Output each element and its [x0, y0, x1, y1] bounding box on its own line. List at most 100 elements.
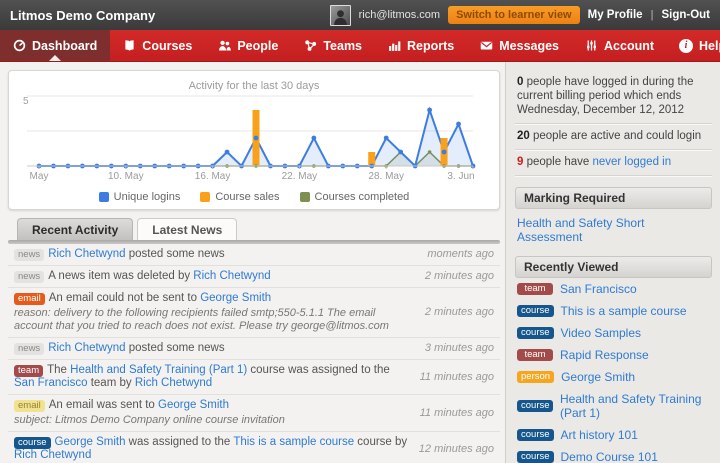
- nav-item-label: Messages: [499, 38, 560, 53]
- recently-viewed-link[interactable]: Demo Course 101: [560, 450, 658, 463]
- activity-timestamp: 3 minutes ago: [424, 342, 494, 354]
- news-badge: news: [14, 271, 45, 283]
- course-badge: course: [14, 437, 51, 449]
- activity-timestamp: 11 minutes ago: [419, 406, 494, 419]
- activity-link[interactable]: Rich Chetwynd: [193, 270, 271, 282]
- activity-link[interactable]: San Francisco: [14, 377, 88, 389]
- nav-item-help[interactable]: i Help: [667, 30, 720, 61]
- activity-text: course George Smith was assigned to the T…: [14, 436, 408, 461]
- recently-viewed-link[interactable]: San Francisco: [560, 282, 637, 296]
- company-title: Litmos Demo Company: [10, 7, 156, 23]
- activity-link[interactable]: George Smith: [54, 436, 126, 448]
- nav-item-reports[interactable]: Reports: [375, 30, 467, 61]
- legend-label: Courses completed: [314, 191, 410, 203]
- svg-text:5: 5: [23, 96, 29, 107]
- nav-item-messages[interactable]: Messages: [467, 30, 572, 61]
- top-bar: Litmos Demo Company rich@litmos.com Swit…: [0, 0, 720, 30]
- sidebar-stat: 20 people are active and could login: [515, 124, 712, 150]
- team-links-icon: [304, 39, 317, 52]
- tab-latest-news[interactable]: Latest News: [137, 218, 238, 240]
- sliders-icon: [585, 39, 598, 52]
- activity-row: email An email could not be sent to Georg…: [8, 288, 500, 338]
- recently-viewed-header: Recently Viewed: [515, 256, 712, 278]
- legend-label: Course sales: [215, 191, 280, 203]
- sign-out-link[interactable]: Sign-Out: [661, 9, 710, 21]
- activity-link[interactable]: Rich Chetwynd: [48, 342, 126, 354]
- nav-item-people[interactable]: People: [205, 30, 291, 61]
- team-badge: team: [517, 283, 553, 295]
- tab-recent-activity[interactable]: Recent Activity: [17, 218, 134, 240]
- marking-required-header: Marking Required: [515, 187, 712, 209]
- nav-item-teams[interactable]: Teams: [291, 30, 375, 61]
- person-badge: person: [517, 371, 555, 383]
- svg-text:22. May: 22. May: [282, 171, 318, 182]
- chart-legend: Unique logins Course sales Courses complet…: [15, 189, 493, 206]
- activity-chart-panel: Activity for the last 30 days May 10. May…: [8, 70, 500, 210]
- activity-row: news Rich Chetwynd posted some news 3 minu…: [8, 338, 500, 360]
- legend-swatch: [98, 192, 109, 202]
- team-badge: team: [517, 349, 553, 361]
- recently-viewed-item: course Health and Safety Training (Part 1…: [515, 388, 712, 424]
- activity-subtext: reason: delivery to the following recipi…: [14, 307, 389, 332]
- my-profile-link[interactable]: My Profile: [587, 9, 643, 21]
- recently-viewed-item: course Demo Course 101: [515, 446, 712, 463]
- nav-item-dashboard[interactable]: Dashboard: [0, 30, 111, 61]
- user-avatar: [329, 4, 351, 26]
- recently-viewed-item: course This is a sample course: [515, 300, 712, 322]
- switch-to-learner-view-button[interactable]: Switch to learner view: [448, 6, 580, 24]
- activity-timestamp: moments ago: [427, 248, 494, 260]
- sidebar-stat: 0 people have logged in during the curre…: [515, 70, 712, 124]
- svg-text:16. May: 16. May: [195, 171, 231, 182]
- person-icon: [333, 9, 347, 25]
- recently-viewed-item: person George Smith: [515, 366, 712, 388]
- activity-subtext: subject: Litmos Demo Company online cour…: [14, 414, 285, 426]
- recently-viewed-item: team San Francisco: [515, 278, 712, 300]
- legend-item: Courses completed: [299, 191, 410, 203]
- recently-viewed-link[interactable]: George Smith: [561, 370, 636, 384]
- activity-link[interactable]: This is a sample course: [233, 436, 355, 448]
- legend-swatch: [299, 192, 310, 202]
- legend-item: Course sales: [200, 191, 280, 203]
- recently-viewed-link[interactable]: Video Samples: [560, 326, 642, 340]
- activity-link[interactable]: George Smith: [158, 399, 229, 411]
- nav-item-label: Courses: [142, 38, 193, 53]
- bar-chart-icon: [388, 39, 401, 52]
- recently-viewed-link[interactable]: Health and Safety Training (Part 1): [560, 392, 702, 420]
- sidebar-stat: 9 people have never logged in: [515, 150, 712, 176]
- activity-text: news A news item was deleted by Rich Chet…: [14, 270, 415, 283]
- recently-viewed-link[interactable]: Art history 101: [560, 428, 638, 442]
- people-icon: [218, 39, 232, 52]
- activity-timestamp: 2 minutes ago: [424, 270, 494, 282]
- main-nav: Dashboard Courses People Teams Reports Messag…: [0, 30, 720, 62]
- recently-viewed-link[interactable]: This is a sample course: [560, 304, 687, 318]
- svg-text:10. May: 10. May: [108, 171, 144, 182]
- activity-timestamp: 11 minutes ago: [419, 370, 494, 383]
- recently-viewed-item: course Art history 101: [515, 424, 712, 446]
- stat-number: 9: [517, 156, 524, 168]
- sidebar: 0 people have logged in during the curre…: [505, 62, 720, 463]
- svg-text:May: May: [30, 171, 49, 182]
- marking-required-link[interactable]: Health and Safety Short Assessment: [517, 216, 645, 244]
- activity-link[interactable]: Rich Chetwynd: [14, 449, 92, 461]
- nav-item-account[interactable]: Account: [572, 30, 667, 61]
- activity-text: news Rich Chetwynd posted some news: [14, 342, 415, 355]
- tab-bar: Recent Activity Latest News: [17, 218, 500, 240]
- activity-link[interactable]: Rich Chetwynd: [48, 248, 126, 260]
- nav-help-label: Help: [699, 38, 720, 53]
- activity-timestamp: 2 minutes ago: [424, 306, 494, 318]
- news-badge: news: [14, 249, 45, 261]
- activity-text: email An email was sent to George Smith su…: [14, 399, 410, 427]
- activity-link[interactable]: Rich Chetwynd: [134, 377, 213, 389]
- activity-link[interactable]: George Smith: [200, 292, 272, 304]
- tab-underline: [8, 240, 500, 244]
- course-badge: course: [517, 305, 554, 317]
- activity-link[interactable]: Health and Safety Training (Part 1): [70, 364, 248, 376]
- recently-viewed-link[interactable]: Rapid Response: [560, 348, 649, 362]
- course-badge: course: [517, 327, 554, 339]
- legend-item: Unique logins: [98, 191, 180, 203]
- nav-item-courses[interactable]: Courses: [110, 30, 205, 61]
- never-logged-in-link[interactable]: never logged in: [592, 156, 672, 168]
- nav-item-label: Account: [604, 38, 655, 53]
- recently-viewed-item: course Video Samples: [515, 322, 712, 344]
- activity-text: email An email could not be sent to Georg…: [14, 292, 415, 333]
